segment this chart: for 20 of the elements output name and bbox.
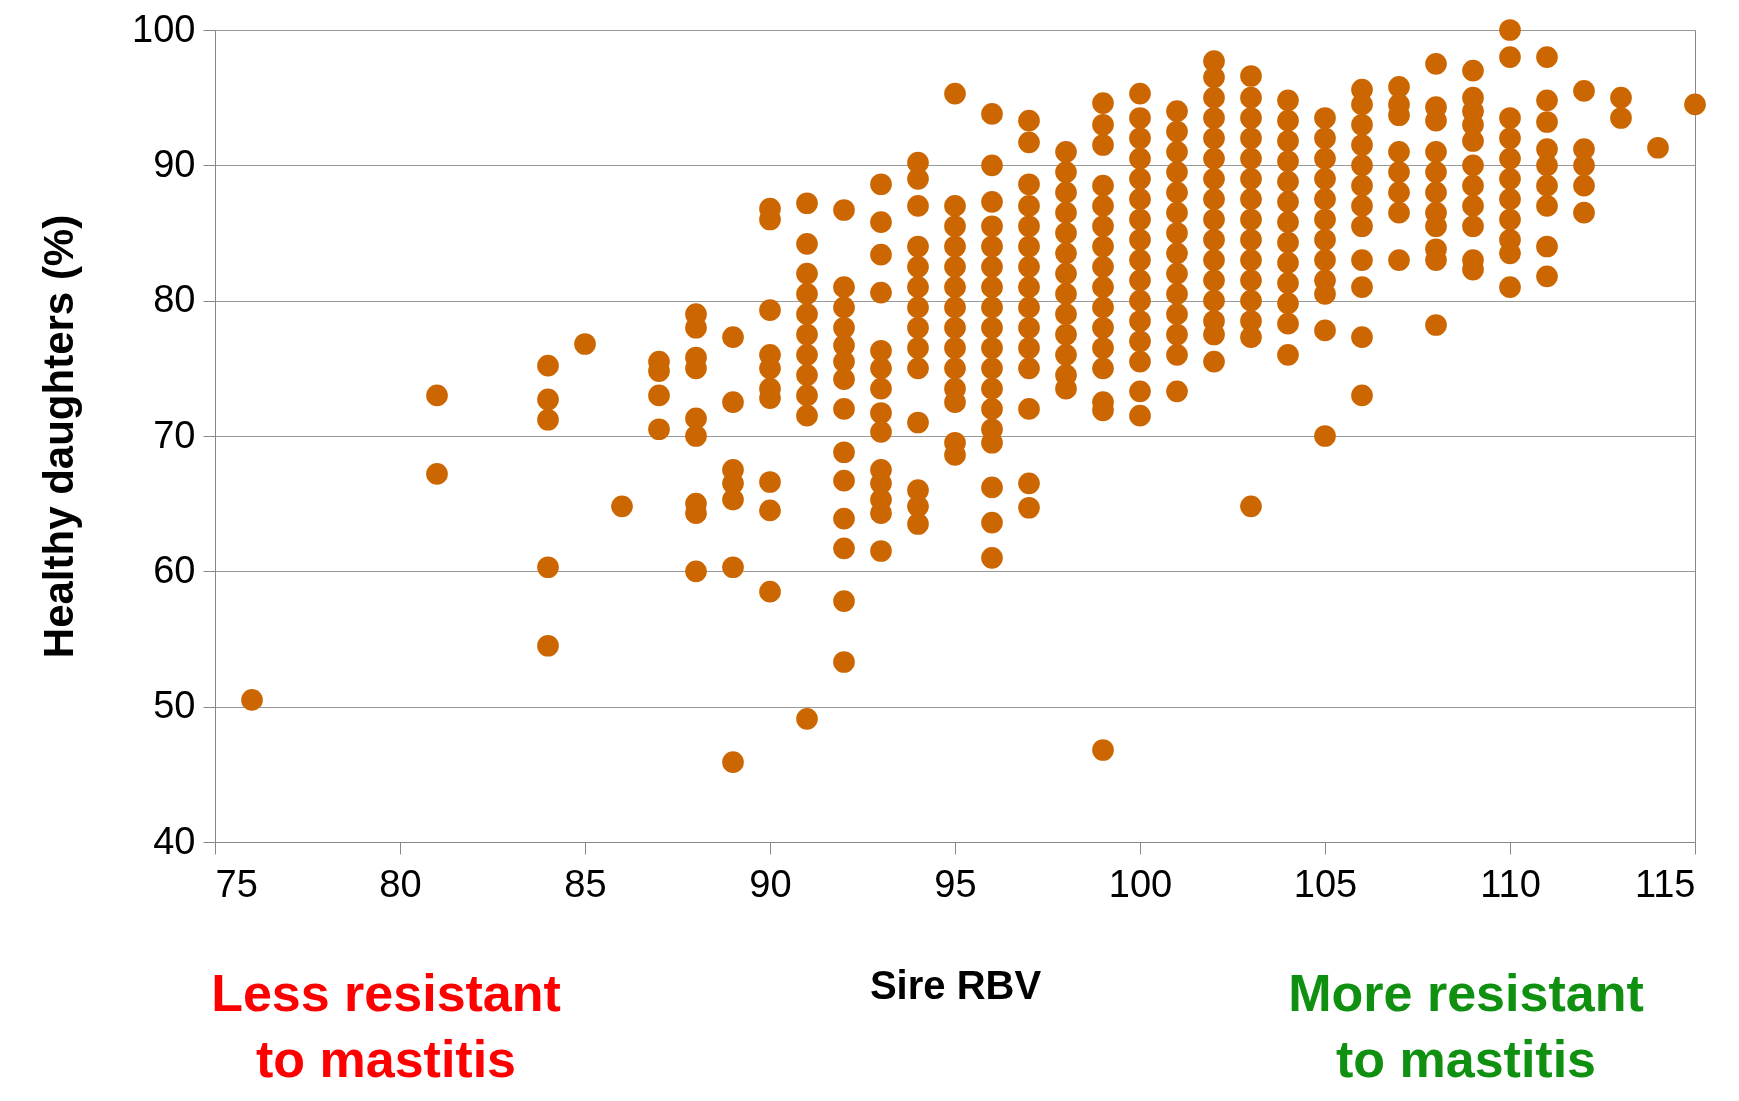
x-tick-label: 95 (934, 862, 977, 905)
y-tick-label: 90 (153, 142, 196, 185)
text: More resistant to mastitis (1288, 964, 1644, 1088)
x-tick-label: 110 (1480, 862, 1541, 905)
x-tick-label: 90 (749, 862, 792, 905)
x-tick-label: 105 (1293, 862, 1358, 905)
x-tick-label: 85 (564, 862, 607, 905)
y-tick-label: 40 (153, 819, 196, 862)
y-axis-title: Healthy daughters (%) (35, 214, 83, 659)
y-tick-label: 100 (132, 7, 196, 50)
y-tick-label: 50 (153, 684, 196, 727)
x-tick-label: 100 (1108, 862, 1173, 905)
y-tick-label: 80 (153, 278, 196, 321)
x-axis-title: Sire RBV (869, 962, 1042, 1007)
text: Less resistant to mastitis (211, 964, 561, 1088)
x-tick-label: 115 (1634, 862, 1696, 905)
y-tick-label: 70 (153, 413, 196, 456)
x-tick-label: 80 (379, 862, 422, 905)
x-tick-label: 75 (215, 862, 258, 905)
y-tick-label: 60 (153, 548, 196, 591)
